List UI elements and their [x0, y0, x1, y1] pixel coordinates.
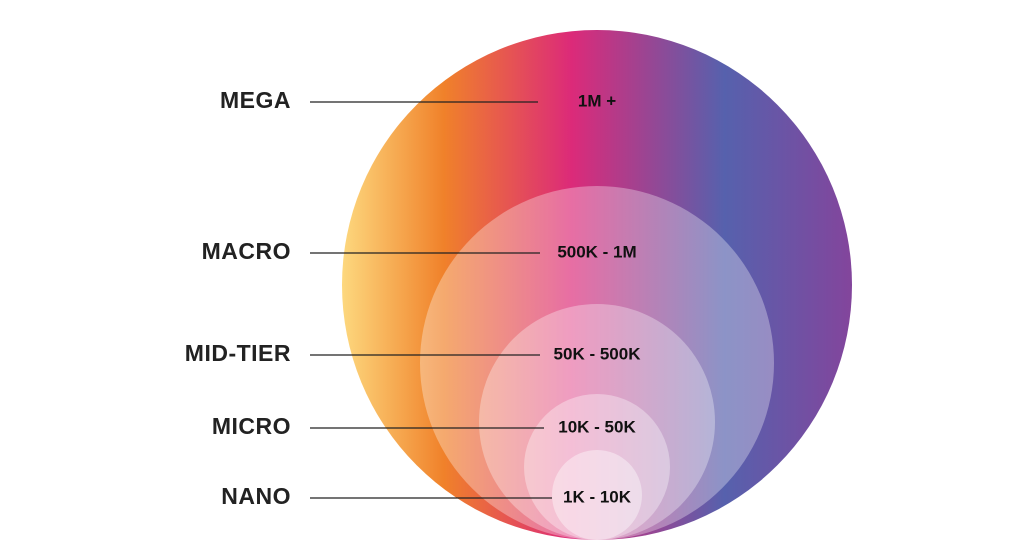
- tier-range: 50K - 500K: [554, 344, 642, 363]
- tier-rows: MEGA 1M + MACRO 500K - 1M MID-TIER 50K - 500K…: [185, 87, 641, 509]
- macro-circle: [420, 186, 774, 540]
- tier-range: 1K - 10K: [563, 487, 632, 506]
- tier-range: 1M +: [578, 91, 616, 110]
- mega-circle: [342, 30, 852, 540]
- mid-tier-circle: [479, 304, 715, 540]
- tier-label: NANO: [221, 483, 291, 509]
- tier-label: MICRO: [212, 413, 291, 439]
- tier-range: 500K - 1M: [557, 242, 636, 261]
- micro-circle: [524, 394, 670, 540]
- tier-label: MID-TIER: [185, 340, 291, 366]
- nano-circle: [552, 450, 642, 540]
- tier-label: MEGA: [220, 87, 291, 113]
- tier-label: MACRO: [202, 238, 291, 264]
- tier-range: 10K - 50K: [558, 417, 636, 436]
